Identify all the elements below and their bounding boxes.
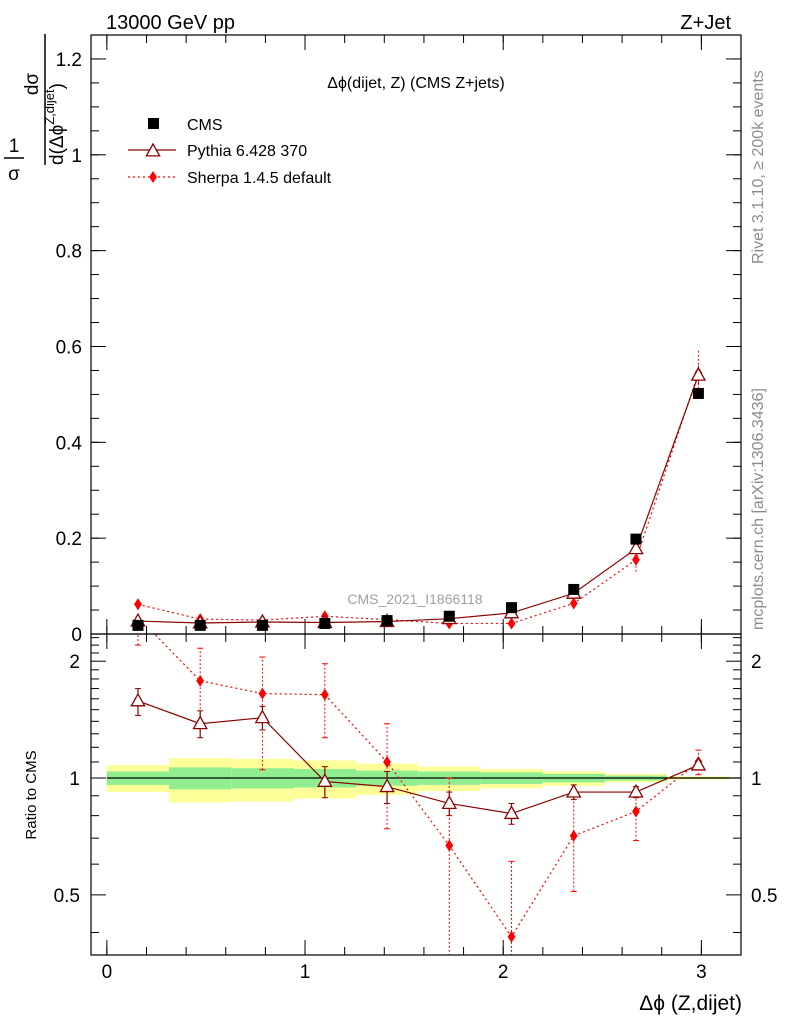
ratio-sherpa-point	[569, 829, 578, 842]
legend-sherpa-label: Sherpa 1.4.5 default	[187, 170, 332, 187]
cms-point	[443, 610, 455, 622]
y-tick-label: 1	[71, 146, 82, 167]
ylabel-sup: Z,dijet	[42, 89, 57, 125]
main-ylabel: 1 σ dσ d(ΔϕZ,dijet)	[4, 34, 68, 185]
main-panel: 0 0.2 0.4 0.6 0.8 1 1.2 Δϕ(dijet, Z) (CMS Z+jet…	[56, 34, 742, 646]
ratio-ylabel: Ratio to CMS	[23, 750, 40, 839]
cms-point	[506, 602, 518, 614]
legend: CMS Pythia 6.428 370 Sherpa 1.4.5 default	[128, 117, 332, 187]
cms-point	[319, 617, 331, 629]
ratio-pythia-point	[628, 783, 644, 798]
main-data	[130, 348, 707, 631]
process-label: Z+Jet	[680, 12, 731, 34]
sherpa-line	[137, 372, 699, 625]
ratio-pythia-point	[441, 795, 458, 810]
mcplots-label: mcplots.cern.ch [arXiv:1306.3436]	[750, 388, 767, 630]
cms-point	[194, 619, 206, 631]
cms-point	[381, 615, 393, 627]
ylabel-denominator: d(ΔϕZ,dijet)	[42, 83, 68, 165]
legend-cms-label: CMS	[187, 117, 223, 134]
ratio-sherpa-point	[507, 930, 516, 943]
pythia-point	[690, 366, 707, 381]
pythia-point	[628, 540, 644, 555]
x-tick-label: 0	[102, 962, 113, 983]
sherpa-point	[569, 597, 578, 610]
ylabel-close: )	[47, 83, 68, 89]
y-tick-label: 1.2	[56, 50, 82, 71]
ratio-y-tick-label-right: 1	[751, 769, 762, 790]
energy-label: 13000 GeV pp	[106, 12, 235, 34]
y-tick-label: 0	[71, 625, 82, 646]
ratio-sherpa-point	[258, 687, 267, 700]
legend-pythia-label: Pythia 6.428 370	[187, 143, 307, 160]
legend-pythia-marker	[145, 142, 161, 157]
ylabel-sigma: σ	[8, 164, 20, 185]
ratio-sherpa-point	[383, 755, 391, 768]
sherpa-point	[134, 598, 142, 611]
x-tick-label: 3	[696, 962, 707, 983]
ratio-y-tick-label: 1	[69, 769, 80, 790]
ratio-frame	[90, 633, 742, 956]
sherpa-point	[632, 553, 640, 566]
ratio-pythia-point	[130, 692, 146, 707]
y-tick-label: 0.2	[56, 529, 82, 550]
x-tick-label: 2	[498, 962, 509, 983]
cms-point	[256, 619, 268, 631]
ratio-sherpa-point	[632, 805, 640, 818]
ratio-sherpa-line	[153, 634, 699, 938]
cms-point	[568, 583, 580, 595]
legend-cms-marker	[148, 118, 159, 129]
chart-title: Δϕ(dijet, Z) (CMS Z+jets)	[327, 75, 504, 92]
ratio-pythia-point	[690, 756, 707, 771]
cms-point	[692, 387, 704, 399]
ratio-panel: 0.5 0.5 1 1 2 2 0 1 2 3	[54, 633, 777, 983]
x-tick-label: 1	[300, 962, 311, 983]
y-tick-label: 0.8	[56, 242, 82, 263]
ratio-y-tick-label: 0.5	[54, 886, 80, 907]
pythia-line	[137, 375, 699, 624]
ratio-pythia-point	[379, 778, 395, 793]
ratio-pythia-point	[254, 709, 271, 724]
ratio-sherpa-point	[445, 839, 454, 852]
ratio-pythia-point	[317, 773, 333, 787]
ratio-data	[106, 634, 741, 955]
ratio-pythia-line	[137, 700, 699, 815]
ratio-y-tick-label: 2	[69, 652, 80, 673]
ratio-sherpa-point	[196, 674, 205, 687]
ratio-sherpa-point	[320, 688, 329, 701]
ratio-pythia-point	[192, 715, 208, 730]
cms-point	[630, 533, 642, 545]
ratio-y-tick-label-right: 0.5	[751, 886, 777, 907]
ratio-pythia-point	[503, 805, 520, 820]
ratio-y-tick-label-right: 2	[751, 652, 762, 673]
cms-point	[132, 619, 144, 631]
ratio-pythia-point	[565, 783, 582, 798]
y-tick-label: 0.6	[56, 337, 82, 358]
ylabel-one: 1	[9, 136, 20, 157]
legend-sherpa-marker	[149, 171, 157, 183]
rivet-label: Rivet 3.1.10, ≥ 200k events	[750, 70, 767, 264]
watermark: CMS_2021_I1866118	[347, 591, 482, 607]
ylabel-dsigma: dσ	[22, 73, 43, 96]
ylabel-d: d(Δϕ	[47, 125, 68, 165]
y-tick-label: 0.4	[56, 433, 83, 454]
xlabel: Δϕ (Z,dijet)	[639, 992, 742, 1015]
sherpa-point	[507, 617, 516, 630]
